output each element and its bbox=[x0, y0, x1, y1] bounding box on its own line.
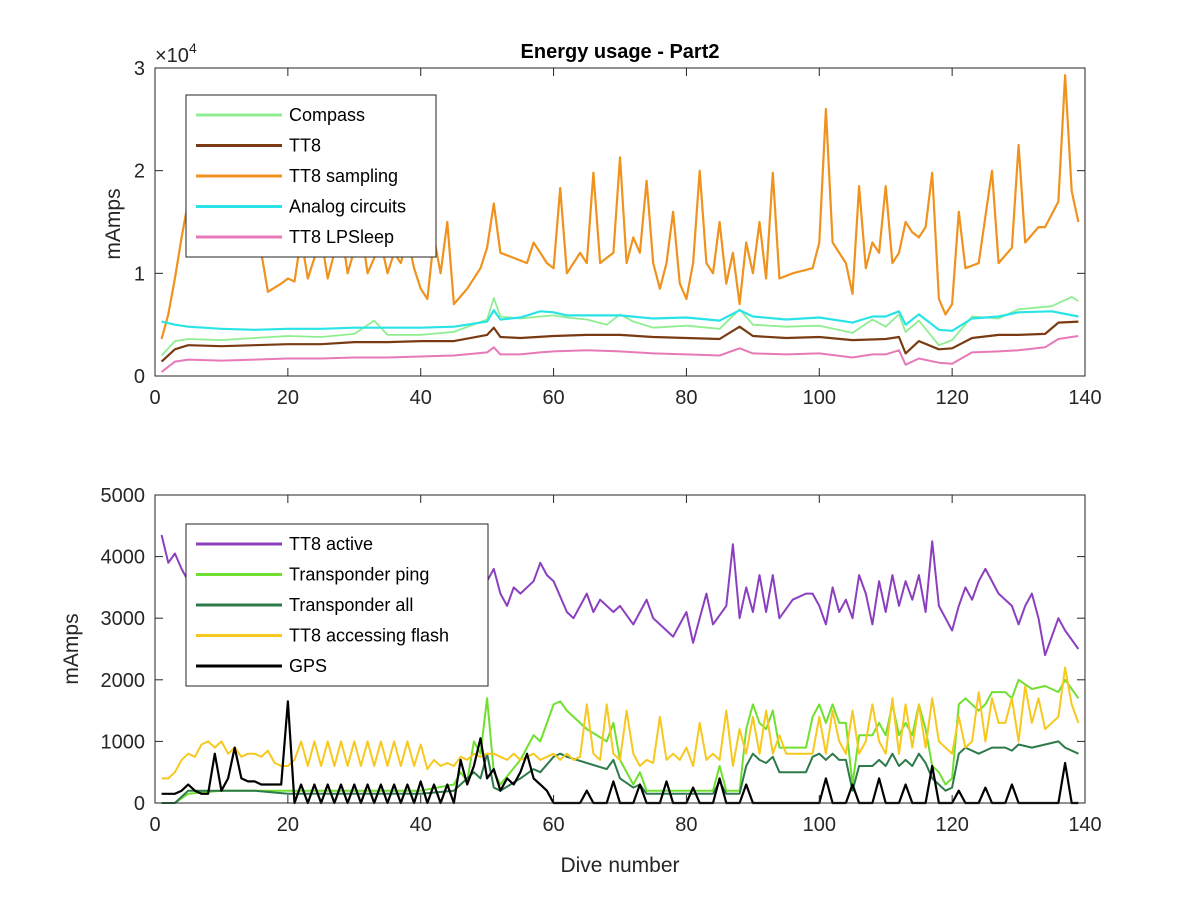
bottom-y-axis-label: mAmps bbox=[60, 613, 83, 684]
energy-usage-bottom-axes: mAmps Dive number 0 20 40 60 80 100 120 140 0 100… bbox=[60, 485, 1102, 877]
legend-label: TT8 sampling bbox=[289, 166, 398, 186]
series-line-tt8-accessing-flash bbox=[161, 666, 1080, 780]
series-line-tt8-sampling bbox=[160, 74, 1080, 340]
y-tick-label: 4000 bbox=[101, 547, 146, 569]
top-legend: Compass TT8 TT8 sampling Analog circuits TT8… bbox=[185, 94, 437, 258]
series-line-transponder-ping bbox=[161, 678, 1080, 804]
x-tick-label: 0 bbox=[149, 814, 160, 836]
series-line-compass bbox=[160, 296, 1079, 357]
legend-label: Transponder all bbox=[289, 595, 413, 615]
y-tick-label: 3 bbox=[134, 58, 145, 80]
x-tick-label: 140 bbox=[1068, 814, 1101, 836]
energy-usage-top-axes: Energy usage - Part2 ×104 mAmps 0 20 40 60 8… bbox=[102, 40, 1102, 409]
x-tick-label: 120 bbox=[935, 387, 968, 409]
bottom-axis-ticks: 0 20 40 60 80 100 120 140 0 1000 2000 3000 4000 5000 bbox=[101, 485, 1102, 836]
legend-label: TT8 accessing flash bbox=[289, 626, 449, 646]
series-line-tt8-lpsleep bbox=[160, 335, 1079, 373]
top-plot-area bbox=[160, 74, 1080, 373]
bottom-axes-box bbox=[154, 494, 1086, 804]
bottom-plot-area bbox=[160, 534, 1080, 805]
legend-label: Analog circuits bbox=[289, 197, 406, 217]
x-tick-label: 100 bbox=[803, 814, 836, 836]
legend-label: TT8 LPSleep bbox=[289, 227, 394, 247]
x-axis-label: Dive number bbox=[560, 854, 679, 877]
y-tick-label: 1000 bbox=[101, 731, 146, 753]
x-tick-label: 140 bbox=[1068, 387, 1101, 409]
bottom-legend: TT8 active Transponder ping Transponder al… bbox=[185, 523, 489, 687]
series-line-tt8 bbox=[160, 320, 1079, 363]
legend-label: Compass bbox=[289, 105, 365, 125]
y-tick-label: 0 bbox=[134, 793, 145, 815]
legend-label: TT8 active bbox=[289, 534, 373, 554]
y-tick-label: 0 bbox=[134, 366, 145, 388]
y-tick-label: 2000 bbox=[101, 670, 146, 692]
y-tick-label: 3000 bbox=[101, 608, 146, 630]
x-tick-label: 80 bbox=[675, 387, 697, 409]
legend-label: GPS bbox=[289, 656, 327, 676]
series-line-analog-circuits bbox=[161, 309, 1079, 332]
legend-label: Transponder ping bbox=[289, 565, 429, 585]
top-axis-ticks: 0 20 40 60 80 100 120 140 0 1 2 3 bbox=[134, 58, 1102, 409]
series-line-transponder-all bbox=[161, 740, 1079, 804]
series-line-tt8-active bbox=[160, 534, 1080, 657]
x-tick-label: 60 bbox=[542, 814, 564, 836]
x-tick-label: 40 bbox=[410, 387, 432, 409]
chart-title: Energy usage - Part2 bbox=[521, 41, 720, 63]
x-tick-label: 120 bbox=[935, 814, 968, 836]
y-exponent-power: 4 bbox=[189, 40, 197, 56]
top-axes-box bbox=[154, 67, 1086, 377]
legend-label: TT8 bbox=[289, 136, 321, 156]
top-y-axis-label: mAmps bbox=[102, 188, 125, 259]
y-exponent-label: ×104 bbox=[155, 40, 197, 67]
x-tick-label: 80 bbox=[675, 814, 697, 836]
y-exponent-base: ×10 bbox=[155, 45, 189, 67]
x-tick-label: 20 bbox=[277, 814, 299, 836]
x-tick-label: 40 bbox=[410, 814, 432, 836]
x-tick-label: 20 bbox=[277, 387, 299, 409]
y-tick-label: 2 bbox=[134, 161, 145, 183]
x-tick-label: 100 bbox=[803, 387, 836, 409]
x-tick-label: 60 bbox=[542, 387, 564, 409]
y-tick-label: 5000 bbox=[101, 485, 146, 507]
x-tick-label: 0 bbox=[149, 387, 160, 409]
y-tick-label: 1 bbox=[134, 263, 145, 285]
